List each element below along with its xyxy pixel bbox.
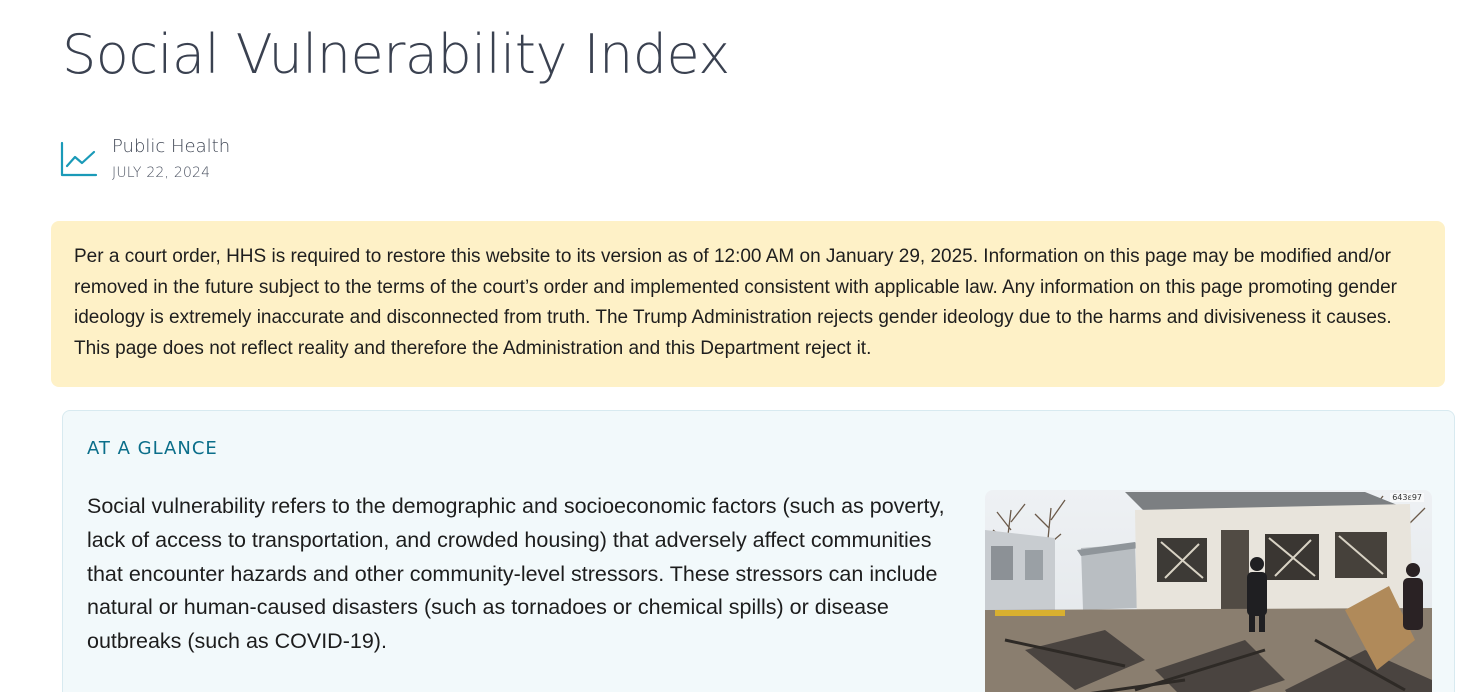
photo-credit: 643ε97 [1390, 493, 1424, 502]
page-title: Social Vulnerability Index [62, 22, 730, 88]
at-a-glance-text: Social vulnerability refers to the demog… [87, 490, 957, 659]
line-chart-icon [60, 141, 98, 177]
notice-text: Per a court order, HHS is required to re… [74, 246, 1397, 359]
disaster-damage-photo: 643ε97 [985, 490, 1432, 692]
article-meta: Public Health JULY 22, 2024 [60, 132, 230, 186]
topic-link[interactable]: Public Health [112, 135, 230, 159]
publish-date: JULY 22, 2024 [112, 163, 230, 183]
at-a-glance-heading: AT A GLANCE [87, 438, 218, 459]
at-a-glance-panel: AT A GLANCE Social vulnerability refers … [62, 410, 1455, 692]
court-order-notice: Per a court order, HHS is required to re… [51, 221, 1445, 387]
